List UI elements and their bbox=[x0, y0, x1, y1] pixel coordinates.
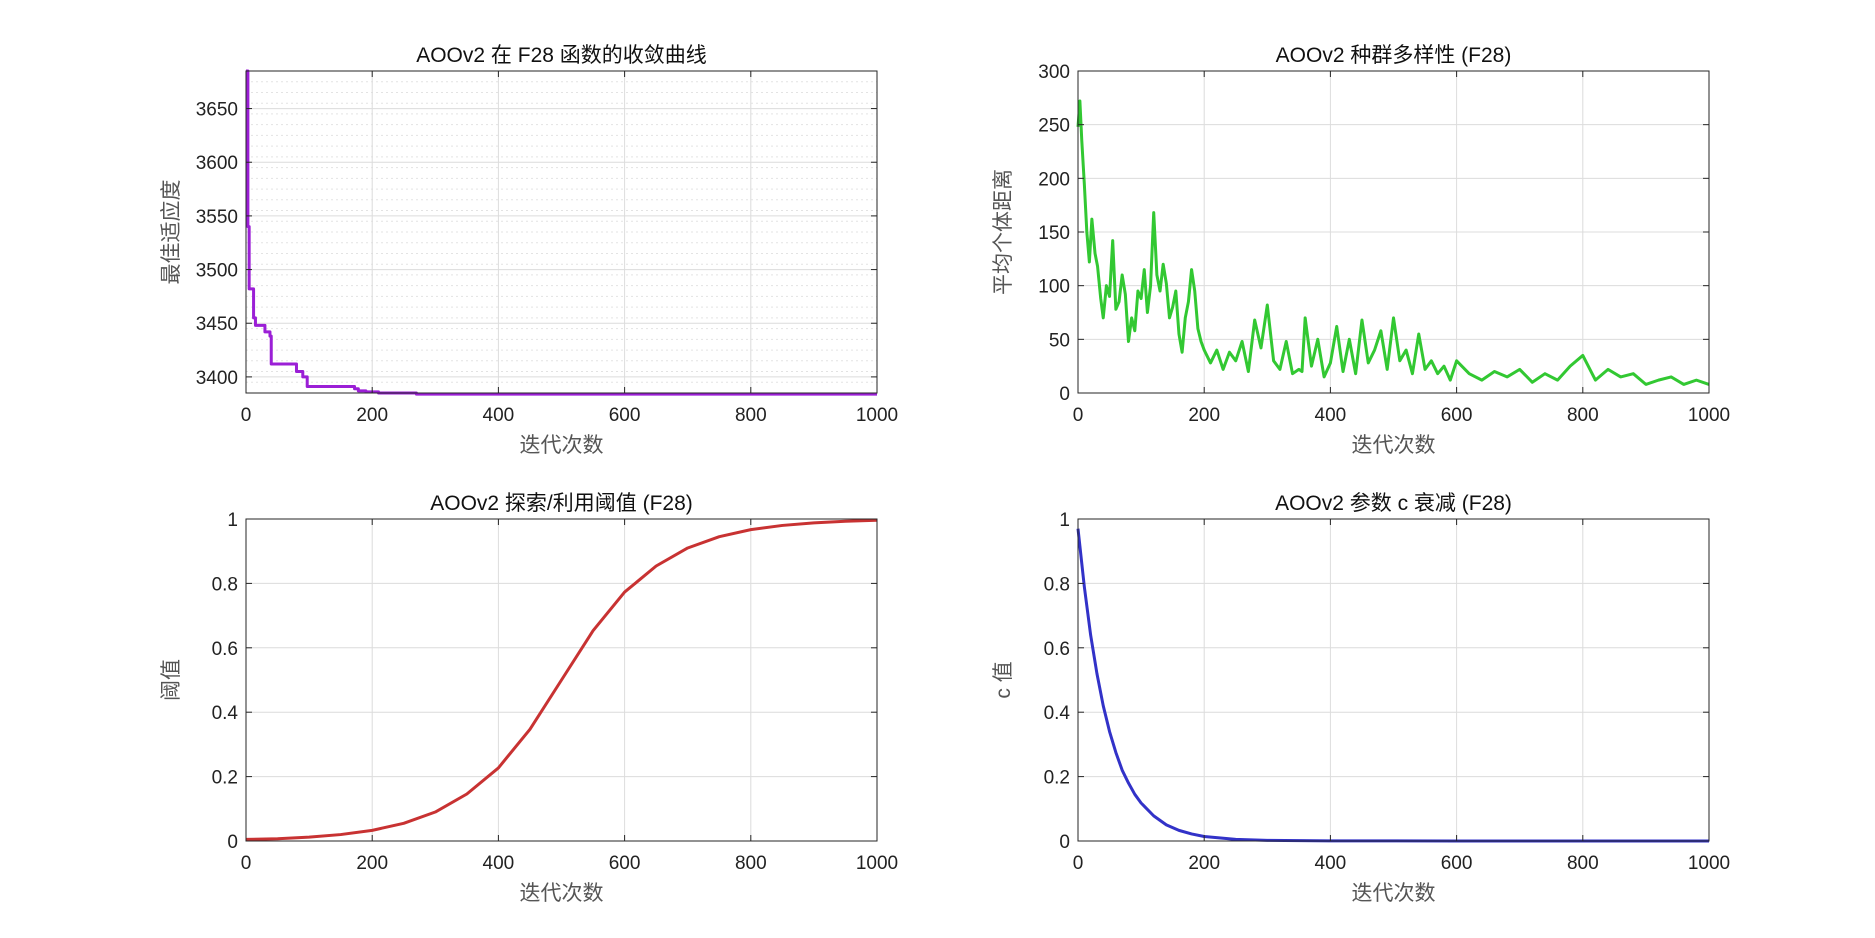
chart-title: AOOv2 参数 c 衰减 (F28) bbox=[1275, 492, 1512, 515]
y-tick-label: 3500 bbox=[196, 261, 238, 282]
y-tick-label: 0 bbox=[1059, 832, 1070, 853]
x-tick-label: 800 bbox=[735, 405, 767, 426]
y-tick-label: 250 bbox=[1038, 116, 1070, 137]
x-tick-label: 400 bbox=[483, 853, 515, 874]
x-tick-label: 1000 bbox=[856, 405, 898, 426]
y-tick-label: 0.6 bbox=[1044, 639, 1070, 660]
y-tick-label: 0 bbox=[1059, 384, 1070, 405]
y-tick-label: 1 bbox=[227, 510, 238, 531]
y-axis-label: c 值 bbox=[992, 661, 1015, 698]
x-tick-label: 0 bbox=[241, 853, 252, 874]
x-tick-label: 600 bbox=[609, 853, 641, 874]
x-tick-label: 600 bbox=[609, 405, 641, 426]
y-tick-label: 0.8 bbox=[1044, 574, 1070, 595]
x-axis-label: 迭代次数 bbox=[520, 882, 604, 905]
axes-frame bbox=[245, 518, 878, 842]
y-tick-label: 3450 bbox=[196, 314, 238, 335]
chart-title: AOOv2 探索/利用阈值 (F28) bbox=[430, 492, 693, 515]
x-tick-label: 800 bbox=[1567, 405, 1599, 426]
series-line bbox=[1076, 99, 1710, 386]
x-tick-label: 1000 bbox=[856, 853, 898, 874]
y-tick-label: 150 bbox=[1038, 223, 1070, 244]
y-tick-label: 3550 bbox=[196, 207, 238, 228]
y-tick-label: 0.2 bbox=[212, 768, 238, 789]
subplot-1: 0 200 400 600 800 1000 3400 3450 3500 3550 3600 365… bbox=[160, 44, 898, 457]
x-tick-label: 400 bbox=[1315, 853, 1347, 874]
y-tick-label: 3600 bbox=[196, 153, 238, 174]
x-tick-label: 400 bbox=[1315, 405, 1347, 426]
x-tick-label: 800 bbox=[735, 853, 767, 874]
subplot-4: 0 200 400 600 800 1000 0 0.2 0.4 0.6 0.8 1 AOOv2 参数 … bbox=[992, 492, 1730, 905]
y-axis-label: 阈值 bbox=[160, 659, 183, 701]
y-tick-label: 3400 bbox=[196, 368, 238, 389]
y-tick-label: 200 bbox=[1038, 169, 1070, 190]
x-tick-label: 600 bbox=[1441, 853, 1473, 874]
x-axis-label: 迭代次数 bbox=[520, 434, 604, 457]
x-tick-label: 0 bbox=[1073, 853, 1084, 874]
y-tick-label: 0.2 bbox=[1044, 768, 1070, 789]
x-axis-label: 迭代次数 bbox=[1352, 434, 1436, 457]
series-line bbox=[245, 518, 878, 841]
y-tick-label: 3650 bbox=[196, 100, 238, 121]
x-tick-label: 200 bbox=[1188, 853, 1220, 874]
subplot-2: 0 200 400 600 800 1000 0 50 100 150 200 250 300 AOOv2… bbox=[992, 44, 1730, 457]
y-tick-label: 0.4 bbox=[1044, 703, 1071, 724]
x-tick-label: 0 bbox=[241, 405, 252, 426]
y-tick-label: 0.6 bbox=[212, 639, 238, 660]
subplot-3: 0 200 400 600 800 1000 0 0.2 0.4 0.6 0.8 1 AOOv2 探索/… bbox=[160, 492, 898, 905]
y-tick-label: 1 bbox=[1059, 510, 1070, 531]
x-tick-label: 800 bbox=[1567, 853, 1599, 874]
y-tick-label: 0.4 bbox=[212, 703, 239, 724]
y-tick-label: 50 bbox=[1049, 330, 1070, 351]
chart-title: AOOv2 在 F28 函数的收敛曲线 bbox=[416, 44, 707, 67]
x-tick-label: 1000 bbox=[1688, 853, 1730, 874]
x-tick-label: 600 bbox=[1441, 405, 1473, 426]
x-axis-label: 迭代次数 bbox=[1352, 882, 1436, 905]
x-tick-label: 1000 bbox=[1688, 405, 1730, 426]
y-axis-label: 平均个体距离 bbox=[992, 169, 1015, 295]
x-tick-label: 200 bbox=[1188, 405, 1220, 426]
y-tick-label: 0 bbox=[227, 832, 238, 853]
axes-frame bbox=[1077, 518, 1710, 842]
x-tick-label: 200 bbox=[356, 853, 388, 874]
series-line bbox=[246, 69, 877, 396]
y-tick-label: 300 bbox=[1038, 62, 1070, 83]
x-tick-label: 200 bbox=[356, 405, 388, 426]
y-axis-label: 最佳适应度 bbox=[160, 180, 183, 285]
x-tick-label: 400 bbox=[483, 405, 515, 426]
y-tick-label: 0.8 bbox=[212, 574, 238, 595]
plot-area bbox=[1078, 519, 1709, 841]
x-tick-label: 0 bbox=[1073, 405, 1084, 426]
y-tick-label: 100 bbox=[1038, 277, 1070, 298]
axes-frame bbox=[245, 70, 878, 394]
chart-title: AOOv2 种群多样性 (F28) bbox=[1276, 44, 1512, 67]
